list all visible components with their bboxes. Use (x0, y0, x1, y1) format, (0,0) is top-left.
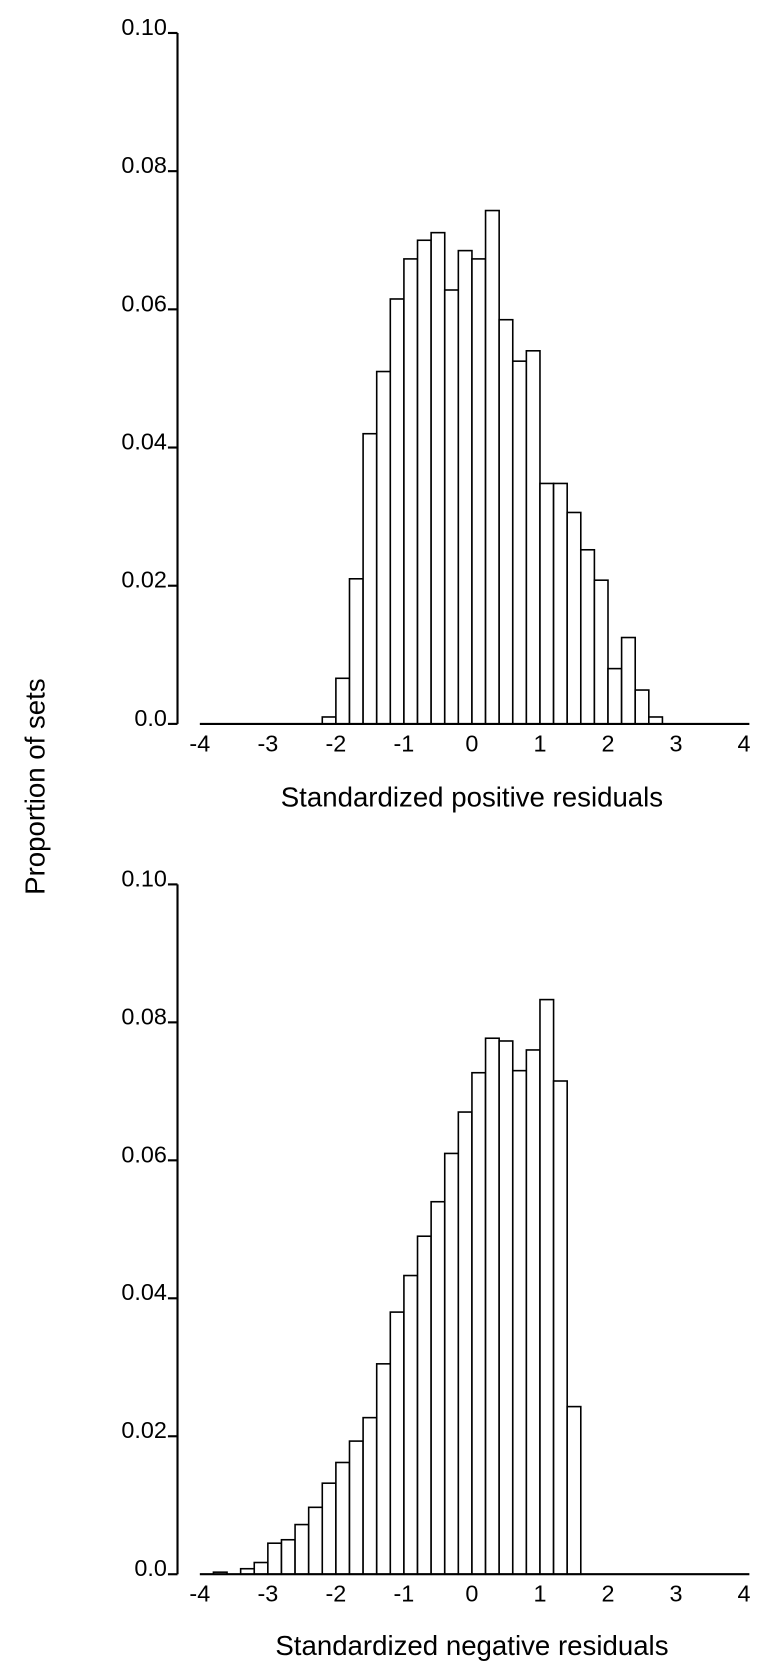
bar (335, 1461, 351, 1576)
bar (443, 1152, 460, 1576)
y-tick-label: 0.0 (134, 705, 167, 731)
bar (457, 1111, 473, 1576)
bar (348, 1440, 364, 1576)
x-tick-label: -1 (394, 730, 415, 756)
x-tick-label: -4 (189, 730, 210, 756)
x-tick-label: 4 (738, 730, 751, 756)
x-tick-label: 0 (465, 730, 478, 756)
bar (525, 350, 541, 725)
x-tick-label: -3 (257, 1581, 278, 1607)
bar (484, 1037, 500, 1576)
bar (375, 370, 392, 725)
bar (471, 258, 487, 725)
x-tick-label: 1 (533, 730, 546, 756)
bar (307, 1506, 324, 1576)
bar (566, 1405, 582, 1576)
bar (362, 432, 378, 725)
bar (267, 1542, 283, 1576)
bar (634, 689, 650, 725)
bar (389, 298, 405, 725)
y-tick-label: 0.02 (121, 1417, 166, 1443)
bar (498, 318, 514, 725)
bar (566, 511, 582, 725)
bar (552, 1080, 568, 1576)
bar (430, 231, 446, 725)
y-tick-label: 0.0 (134, 1555, 167, 1581)
bar (389, 1311, 405, 1576)
bar (498, 1040, 514, 1576)
x-tick-label: -1 (394, 1581, 415, 1607)
y-axis-label: Proportion of sets (19, 678, 50, 895)
y-tick-label: 0.02 (121, 567, 166, 593)
y-tick-label: 0.10 (121, 865, 166, 891)
x-tick-label: -4 (189, 1581, 210, 1607)
bar (362, 1416, 378, 1576)
bar (471, 1071, 487, 1576)
x-tick-label: 2 (601, 730, 614, 756)
bar (416, 239, 432, 725)
bar (539, 998, 555, 1576)
bar (430, 1200, 446, 1576)
y-tick-label: 0.08 (121, 152, 166, 178)
bar (348, 578, 364, 725)
bar (294, 1523, 310, 1576)
bar (280, 1538, 296, 1576)
bar (511, 1069, 528, 1576)
x-tick-label: 0 (465, 1581, 478, 1607)
bar (484, 209, 500, 725)
bar (539, 482, 555, 725)
x-tick-label: 3 (670, 1581, 683, 1607)
x-axis-label: Standardized negative residuals (275, 1630, 668, 1661)
bar (552, 482, 568, 725)
bar (403, 258, 419, 725)
x-tick-label: -2 (325, 1581, 346, 1607)
bar (375, 1363, 392, 1576)
bar (416, 1235, 432, 1576)
x-tick-label: 2 (601, 1581, 614, 1607)
bar (403, 1274, 419, 1576)
x-tick-label: -2 (325, 730, 346, 756)
bar (579, 548, 596, 725)
bar (525, 1049, 541, 1576)
x-tick-label: -3 (257, 730, 278, 756)
bar (443, 289, 460, 725)
bar (335, 677, 351, 725)
y-tick-label: 0.06 (121, 1141, 166, 1167)
x-tick-label: 1 (533, 1581, 546, 1607)
y-tick-label: 0.10 (121, 14, 166, 40)
x-axis-label: Standardized positive residuals (281, 782, 663, 813)
y-tick-label: 0.04 (121, 1279, 166, 1305)
bar (511, 360, 528, 725)
y-tick-label: 0.04 (121, 428, 166, 454)
y-tick-label: 0.08 (121, 1003, 166, 1029)
bar (321, 1482, 337, 1576)
bar (253, 1561, 269, 1576)
bar (607, 667, 623, 725)
x-tick-label: 3 (670, 730, 683, 756)
x-tick-label: 4 (738, 1581, 751, 1607)
bar (620, 636, 637, 725)
bar (593, 579, 609, 725)
bar (457, 249, 473, 725)
y-tick-label: 0.06 (121, 290, 166, 316)
